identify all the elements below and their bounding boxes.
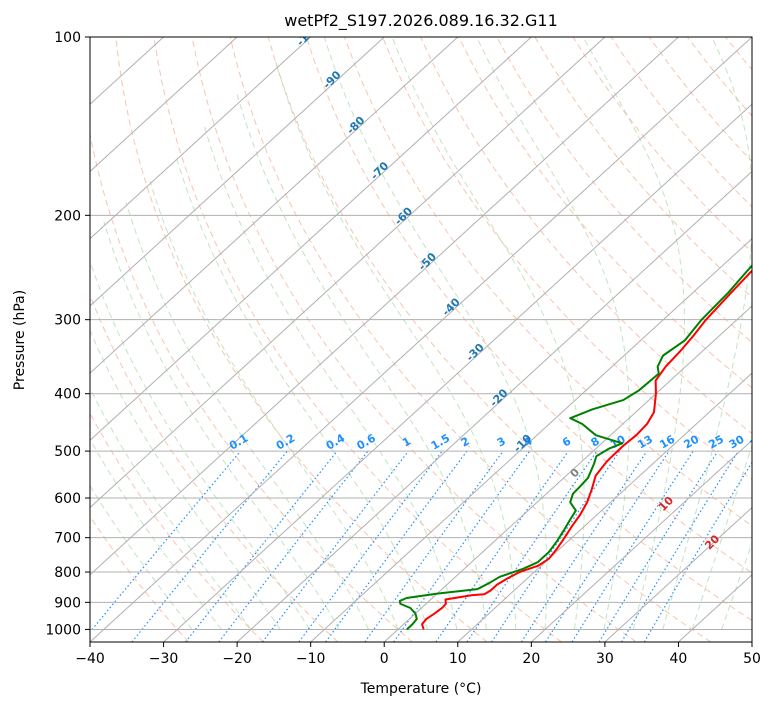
plot-frame: [89, 36, 753, 643]
dry-adiabat: [534, 37, 752, 298]
y-tick-label: 600: [54, 491, 81, 507]
isotherm: [310, 237, 752, 642]
y-tick-label: 1000: [45, 622, 81, 638]
x-tick-label: 50: [743, 651, 761, 667]
x-tick-label: −10: [296, 651, 326, 667]
x-tick-label: −40: [75, 651, 105, 667]
plot-area: 0.10.20.40.611.52346810131620253036-100-…: [90, 20, 770, 642]
dry-adiabat: [90, 412, 264, 642]
moist-adiabat: [203, 123, 458, 630]
moist-adiabat: [90, 484, 193, 630]
mixing-ratio-line: [298, 450, 443, 642]
x-axis: −40 −30 −20 −10 0 10 20 30 40 50: [75, 642, 761, 667]
moist-adiabat: [323, 37, 548, 630]
x-tick-label: 20: [522, 651, 540, 667]
dewpoint-profile: [398, 264, 752, 631]
profile-series: [398, 264, 752, 631]
mixing-ratio-line: [520, 450, 648, 642]
isobars: [90, 37, 752, 630]
dry-adiabat: [496, 37, 752, 344]
dry-adiabat-label: -100: [294, 20, 323, 49]
y-axis-label: Pressure (hPa): [12, 290, 28, 390]
moist-adiabat: [691, 443, 752, 630]
moist-adiabat: [90, 438, 222, 630]
y-tick-label: 800: [54, 565, 81, 581]
y-tick-label: 100: [54, 30, 81, 46]
dry-adiabat: [458, 37, 752, 389]
moist-adiabat: [103, 221, 340, 630]
moist-adiabat: [275, 61, 517, 630]
x-tick-label: −30: [149, 651, 179, 667]
mixing-ratio-line: [90, 450, 241, 634]
isotherm: [530, 439, 752, 642]
temperature-profile: [421, 269, 752, 630]
dry-adiabat: [420, 37, 752, 435]
dry-adiabat: [90, 293, 339, 642]
mixing-ratio-label: 36: [747, 432, 767, 451]
isotherm: [604, 506, 752, 642]
y-tick-label: 300: [54, 313, 81, 329]
isotherm: [90, 37, 606, 509]
moist-adiabat: [90, 259, 311, 630]
mixing-ratio-line: [545, 450, 670, 642]
mixing-ratio-line: [131, 450, 288, 642]
isotherm: [383, 305, 752, 642]
isotherm: [90, 37, 459, 374]
moist-adiabat: [149, 180, 399, 630]
mixing-ratio-line: [262, 450, 410, 642]
dry-adiabat: [305, 37, 752, 574]
moist-adiabat: [476, 37, 630, 630]
mixing-ratio-line: [364, 450, 504, 642]
isotherm: [163, 103, 752, 642]
dry-adiabat: [153, 37, 562, 642]
y-axis: 1000 900 800 700 600 500 400 300 200 100: [45, 30, 90, 638]
x-tick-label: 30: [596, 651, 614, 667]
isotherm: [90, 37, 532, 442]
chart-title: wetPf2_S197.2026.089.16.32.G11: [284, 11, 558, 31]
mixing-ratio-line: [325, 450, 468, 642]
x-tick-label: 0: [380, 651, 389, 667]
moist-adiabat: [90, 386, 252, 630]
skewed-isotherms: [90, 37, 752, 642]
dry-adiabat: [229, 37, 712, 642]
y-tick-label: 500: [54, 444, 81, 460]
moist-adiabat: [236, 94, 487, 630]
mixing-ratio-line: [466, 450, 598, 642]
mixing-ratio-line: [435, 450, 569, 642]
moist-adiabats: [90, 37, 752, 630]
isotherm: [90, 37, 238, 173]
dry-adiabat: [267, 37, 752, 622]
dry-adiabat: [90, 131, 413, 642]
mixing-ratio-line: [571, 450, 694, 642]
y-tick-label: 700: [54, 531, 81, 547]
y-tick-label: 900: [54, 595, 81, 611]
dry-adiabat-label: 30: [750, 562, 770, 582]
isotherm: [90, 37, 679, 576]
dry-adiabat: [115, 37, 488, 642]
x-tick-label: 40: [670, 651, 688, 667]
isotherm: [90, 37, 312, 240]
x-tick-label: −20: [222, 651, 252, 667]
dry-adiabat: [381, 37, 752, 481]
x-axis-label: Temperature (°C): [360, 681, 482, 697]
moist-adiabat: [662, 37, 752, 630]
x-tick-label: 10: [449, 651, 467, 667]
y-tick-label: 200: [54, 208, 81, 224]
moist-adiabat: [721, 542, 752, 630]
moist-adiabat: [125, 202, 369, 630]
moist-adiabat: [582, 37, 685, 630]
y-tick-label: 400: [54, 387, 81, 403]
isotherm: [236, 170, 752, 642]
isotherm: [457, 372, 752, 642]
mixing-ratio-line: [621, 450, 739, 642]
isotherm: [90, 37, 752, 642]
mixing-ratio-line: [185, 450, 338, 642]
isotherm: [90, 37, 385, 307]
mixing-ratio-line: [598, 450, 719, 642]
